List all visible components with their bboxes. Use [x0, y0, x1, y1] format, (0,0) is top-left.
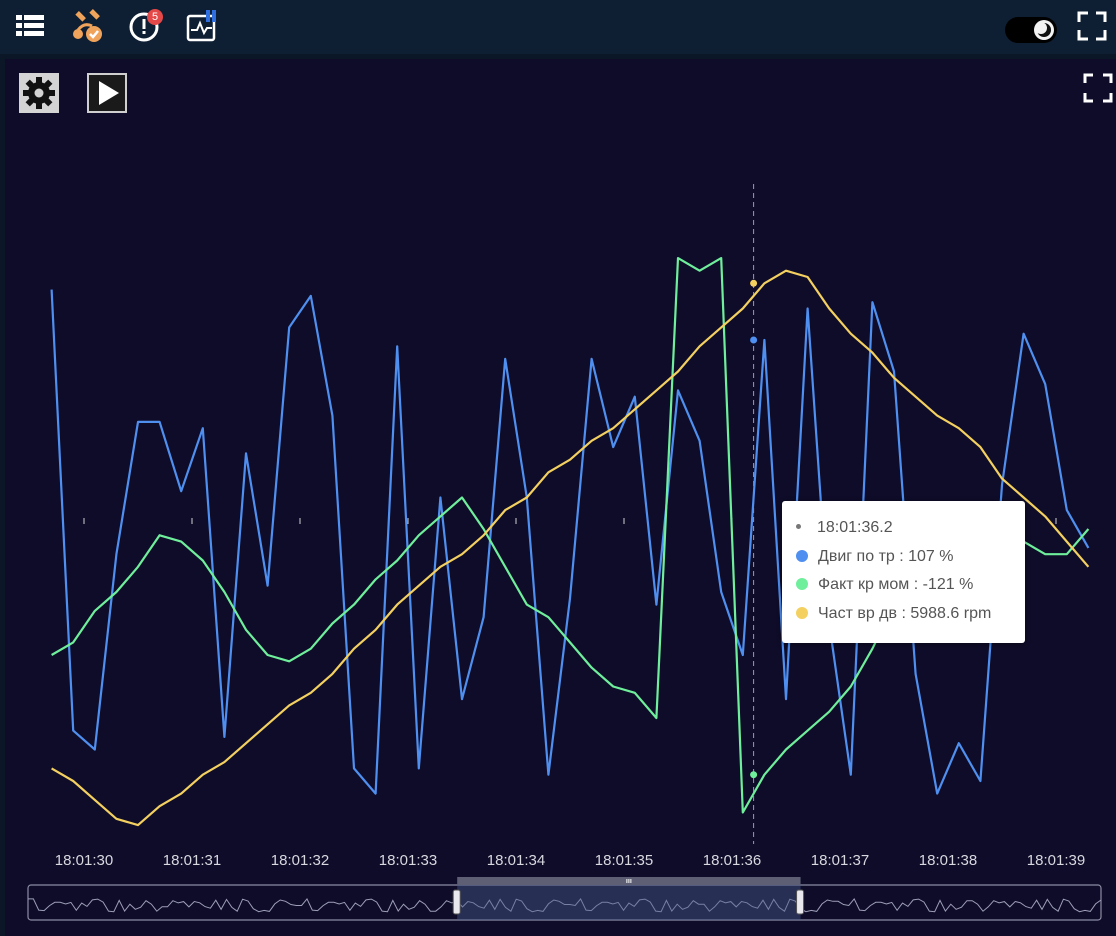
satellite-check-icon[interactable] [70, 8, 106, 44]
fullscreen-icon[interactable] [1074, 8, 1110, 44]
x-tick-label: 18:01:37 [811, 852, 869, 869]
tooltip-time: 18:01:36.2 [817, 519, 893, 536]
tooltip-time-row: 18:01:36.2 [796, 517, 893, 539]
top-toolbar: 5 [0, 0, 1116, 54]
cursor-point [750, 336, 758, 344]
tooltip-row: Част вр дв : 5988.6 rpm [796, 603, 991, 625]
x-tick-label: 18:01:36 [703, 852, 761, 869]
cursor-point [750, 771, 758, 779]
x-tick-label: 18:01:34 [487, 852, 545, 869]
cursor-point [750, 279, 758, 287]
tooltip-row-text: Част вр дв : 5988.6 rpm [818, 605, 992, 622]
fullscreen-icon [1083, 73, 1113, 103]
overview-left-handle[interactable] [452, 889, 461, 915]
tooltip-row-text: Факт кр мом : -121 % [818, 576, 974, 593]
alert-icon[interactable] [126, 8, 162, 44]
line-chart[interactable]: 18:01:30 18:01:31 18:01:32 18:01:33 18:01:34… [5, 59, 1116, 936]
x-tick-label: 18:01:32 [271, 852, 329, 869]
chart-fullscreen-button[interactable] [1081, 71, 1115, 105]
series-color-dot [796, 550, 808, 562]
tooltip-time-bullet [796, 524, 801, 529]
series-color-dot [796, 578, 808, 590]
x-tick-label: 18:01:35 [595, 852, 653, 869]
tooltip-row: Двиг по тр : 107 % [796, 546, 954, 568]
settings-button[interactable] [19, 73, 59, 113]
series-color-dot [796, 607, 808, 619]
x-tick-label: 18:01:39 [1027, 852, 1085, 869]
x-tick-label: 18:01:38 [919, 852, 977, 869]
x-tick-label: 18:01:33 [379, 852, 437, 869]
play-button[interactable] [87, 73, 127, 113]
notification-badge: 5 [147, 9, 163, 25]
activity-icon[interactable] [184, 8, 220, 44]
overview-right-handle[interactable] [796, 889, 805, 915]
gear-icon [23, 77, 55, 109]
x-tick-label: 18:01:30 [55, 852, 113, 869]
x-tick-label: 18:01:31 [163, 852, 221, 869]
theme-toggle[interactable] [1005, 17, 1057, 43]
chart-panel: 18:01:30 18:01:31 18:01:32 18:01:33 18:01:34… [5, 59, 1116, 936]
chart-tooltip: 18:01:36.2 Двиг по тр : 107 % Факт кр мо… [782, 501, 1025, 643]
moon-icon [1034, 20, 1054, 40]
tooltip-row: Факт кр мом : -121 % [796, 574, 973, 596]
tooltip-row-text: Двиг по тр : 107 % [818, 548, 954, 565]
list-icon[interactable] [12, 8, 48, 44]
overview-window[interactable] [457, 885, 801, 920]
play-icon [89, 75, 125, 111]
overview-line [28, 897, 1102, 913]
